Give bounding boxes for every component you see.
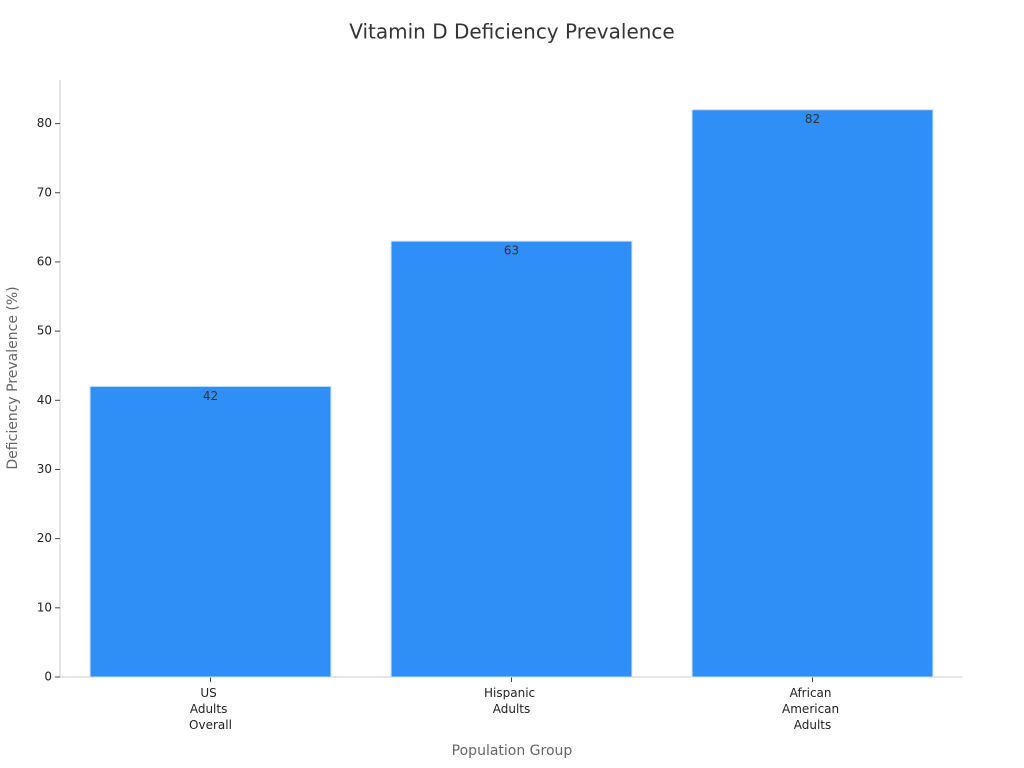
bar bbox=[390, 240, 633, 678]
bar bbox=[89, 385, 332, 678]
y-tick-label: 0 bbox=[44, 670, 52, 684]
x-tick-label: US Adults Overall bbox=[189, 686, 232, 732]
y-tick-label: 50 bbox=[37, 324, 52, 338]
y-tick-label: 40 bbox=[37, 393, 52, 407]
y-tick-label: 70 bbox=[37, 185, 52, 199]
y-tick-label: 30 bbox=[37, 462, 52, 476]
y-tick-label: 60 bbox=[37, 254, 52, 268]
y-axis-label: Deficiency Prevalence (%) bbox=[5, 286, 21, 469]
value-label: 63 bbox=[504, 244, 519, 258]
bar bbox=[691, 109, 934, 678]
value-label: 42 bbox=[203, 389, 218, 403]
x-axis-label: Population Group bbox=[452, 743, 573, 759]
y-tick-label: 80 bbox=[37, 116, 52, 130]
y-tick-label: 10 bbox=[37, 600, 52, 614]
x-tick-label: African American Adults bbox=[782, 686, 843, 732]
chart-title: Vitamin D Deficiency Prevalence bbox=[349, 20, 674, 44]
value-label: 82 bbox=[805, 112, 820, 126]
y-tick-label: 20 bbox=[37, 531, 52, 545]
x-tick-label: Hispanic Adults bbox=[484, 686, 539, 716]
